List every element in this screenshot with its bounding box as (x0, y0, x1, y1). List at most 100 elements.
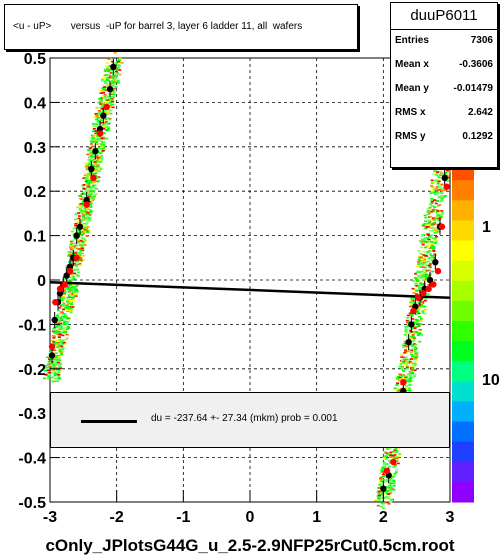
density-cell (112, 72, 116, 75)
density-cell (50, 365, 54, 367)
density-cell (96, 180, 100, 183)
density-cell (104, 89, 108, 91)
density-cell (104, 76, 108, 79)
density-cell (90, 141, 94, 144)
profile-point-black (51, 316, 58, 324)
density-cell (433, 239, 437, 242)
density-cell (90, 158, 94, 161)
palette-segment (452, 401, 474, 423)
density-cell (442, 195, 446, 198)
density-cell (92, 129, 96, 132)
density-cell (56, 324, 60, 327)
density-cell (62, 313, 66, 315)
density-cell (406, 334, 410, 336)
density-cell (95, 164, 99, 167)
density-cell (82, 187, 86, 190)
density-cell (431, 186, 435, 189)
density-cell (105, 78, 109, 81)
density-cell (88, 148, 92, 150)
density-cell (65, 323, 69, 325)
fit-line-layer (49, 280, 451, 300)
density-cell (77, 222, 81, 224)
density-cell (434, 188, 438, 191)
density-cell (75, 289, 79, 292)
density-cell (74, 264, 78, 267)
y-tick-label: -0.3 (18, 406, 46, 423)
density-cell (83, 229, 87, 231)
density-cell (421, 274, 425, 276)
density-cell (408, 377, 412, 380)
density-cell (400, 367, 404, 370)
density-cell (385, 452, 389, 454)
density-cell (74, 244, 78, 247)
density-cell (51, 349, 55, 351)
density-cell (74, 218, 78, 221)
density-cell (70, 303, 74, 306)
density-cell (94, 132, 98, 135)
density-cell (104, 118, 108, 121)
y-tick-label: 0.5 (24, 51, 46, 68)
density-cell (424, 268, 428, 271)
stats-row-mean-y: Mean y -0.01479 (395, 83, 493, 101)
density-cell (399, 365, 403, 368)
density-cell (63, 320, 67, 323)
density-cell (56, 322, 60, 324)
density-cell (47, 358, 51, 360)
density-cell (57, 335, 61, 337)
density-cell (67, 327, 71, 329)
density-cell (433, 199, 437, 201)
density-cell (107, 102, 111, 104)
density-cell (47, 377, 51, 380)
density-cell (426, 213, 430, 216)
density-cell (96, 177, 100, 179)
density-cell (431, 217, 435, 219)
density-cell (88, 201, 92, 203)
density-cell (83, 214, 87, 216)
density-cell (415, 278, 419, 281)
density-cell (72, 286, 76, 288)
density-cell (426, 224, 430, 226)
density-cell (98, 155, 102, 157)
density-cell (437, 189, 441, 191)
stats-key: RMS y (395, 131, 426, 142)
density-cell (55, 333, 59, 335)
density-cell (406, 360, 410, 363)
density-cell (44, 374, 48, 376)
density-cell (85, 174, 89, 177)
density-cell (407, 373, 411, 376)
density-cell (103, 90, 107, 92)
density-cell (413, 321, 417, 324)
density-cell (435, 231, 439, 234)
density-cell (99, 151, 103, 154)
density-cell (109, 109, 113, 112)
density-cell (417, 324, 421, 327)
density-cell (420, 274, 424, 276)
density-cell (83, 217, 87, 219)
density-cell (381, 503, 385, 506)
density-cell (82, 187, 86, 189)
density-cell (402, 370, 406, 372)
density-cell (93, 140, 97, 143)
density-cell (435, 235, 439, 238)
chart-title-box: <u - uP> versus -uP for barrel 3, layer … (4, 4, 358, 50)
density-cell (400, 378, 404, 380)
density-cell (438, 217, 442, 220)
density-cell (62, 331, 66, 334)
density-cell (419, 302, 423, 305)
density-cell (413, 348, 417, 351)
density-cell (85, 173, 89, 176)
density-cell (69, 299, 73, 301)
density-cell (443, 189, 447, 191)
density-cell (391, 454, 395, 457)
density-cell (101, 90, 105, 93)
density-cell (113, 79, 117, 81)
profile-point-black (92, 148, 99, 155)
density-cell (411, 376, 415, 379)
density-cell (89, 153, 93, 156)
density-cell (111, 81, 115, 83)
density-cell (69, 311, 73, 314)
density-cell (405, 367, 409, 370)
density-cell (105, 65, 109, 68)
density-cell (96, 159, 100, 161)
density-cell (90, 137, 94, 139)
